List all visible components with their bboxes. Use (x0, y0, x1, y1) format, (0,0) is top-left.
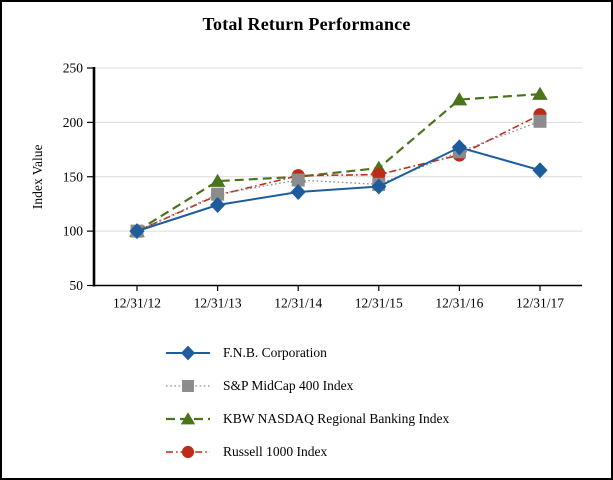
x-tick-label-0: 12/31/12 (113, 296, 161, 311)
legend-item-kbw: KBW NASDAQ Regional Banking Index (165, 402, 449, 435)
x-tick-label-5: 12/31/17 (516, 296, 564, 311)
chart-title: Total Return Performance (202, 14, 411, 34)
y-tick-label-250: 250 (63, 61, 84, 76)
y-tick-label-50: 50 (70, 278, 84, 293)
series-line-1 (136, 120, 541, 232)
series-1 (130, 114, 547, 238)
y-axis-title: Index Value (30, 144, 45, 209)
series-line-3 (136, 114, 541, 232)
legend-label-kbw: KBW NASDAQ Regional Banking Index (223, 410, 450, 426)
y-tick-label-150: 150 (63, 169, 84, 184)
series-line-2 (136, 93, 541, 233)
series-0 (129, 139, 548, 240)
legend: F.N.B. Corporation S&P MidCap 400 Index … (165, 336, 449, 468)
kbw-series-marker-icon (166, 411, 210, 424)
series-line-0 (136, 146, 541, 233)
x-tick-label-3: 12/31/15 (355, 296, 403, 311)
fnb-series-marker-icon (166, 345, 210, 360)
sp-midcap-series-marker-icon (166, 379, 210, 392)
x-tick-label-4: 12/31/16 (435, 296, 483, 311)
x-tick-label-2: 12/31/14 (274, 296, 322, 311)
legend-item-russell: Russell 1000 Index (165, 435, 449, 468)
legend-label-fnb: F.N.B. Corporation (223, 344, 327, 360)
legend-label-sp-midcap: S&P MidCap 400 Index (223, 377, 354, 393)
x-tick-label-1: 12/31/13 (194, 296, 242, 311)
legend-item-sp-midcap: S&P MidCap 400 Index (165, 369, 449, 402)
legend-label-russell: Russell 1000 Index (223, 443, 328, 459)
series-2 (129, 86, 548, 237)
russell-series-marker-icon (166, 445, 210, 458)
y-tick-label-100: 100 (63, 224, 84, 239)
legend-item-fnb: F.N.B. Corporation (165, 336, 449, 369)
y-tick-label-200: 200 (63, 115, 84, 130)
